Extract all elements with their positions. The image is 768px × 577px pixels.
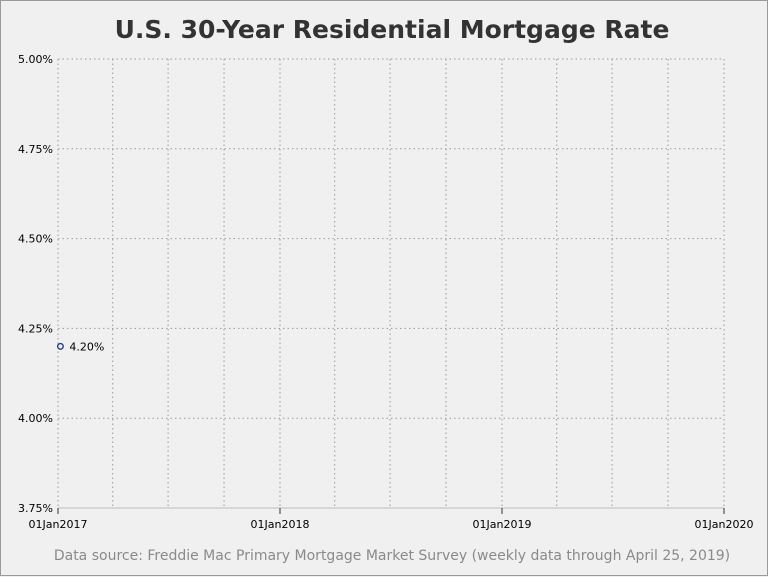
- y-tick-label: 4.50%: [18, 233, 53, 246]
- chart-title: U.S. 30-Year Residential Mortgage Rate: [115, 15, 670, 44]
- x-tick-label: 01Jan2019: [473, 518, 532, 531]
- x-tick-label: 01Jan2017: [29, 518, 88, 531]
- y-tick-label: 5.00%: [18, 53, 53, 66]
- x-tick-label: 01Jan2018: [251, 518, 310, 531]
- axis-layer: 3.75% 4.00% 4.25% 4.50% 4.75% 5.00% 01Jan2017 0…: [18, 53, 753, 531]
- y-tick-label: 4.75%: [18, 143, 53, 156]
- data-label: 4.20%: [69, 340, 104, 353]
- grid-layer: [57, 58, 725, 509]
- mark-layer: 4.20%: [56, 340, 104, 353]
- data-point: [56, 342, 64, 350]
- x-tick-label: 01Jan2020: [695, 518, 754, 531]
- y-tick-label: 4.25%: [18, 322, 53, 335]
- data-source-note: Data source: Freddie Mac Primary Mortgag…: [54, 548, 730, 564]
- y-tick-label: 3.75%: [18, 502, 53, 515]
- y-tick-label: 4.00%: [18, 412, 53, 425]
